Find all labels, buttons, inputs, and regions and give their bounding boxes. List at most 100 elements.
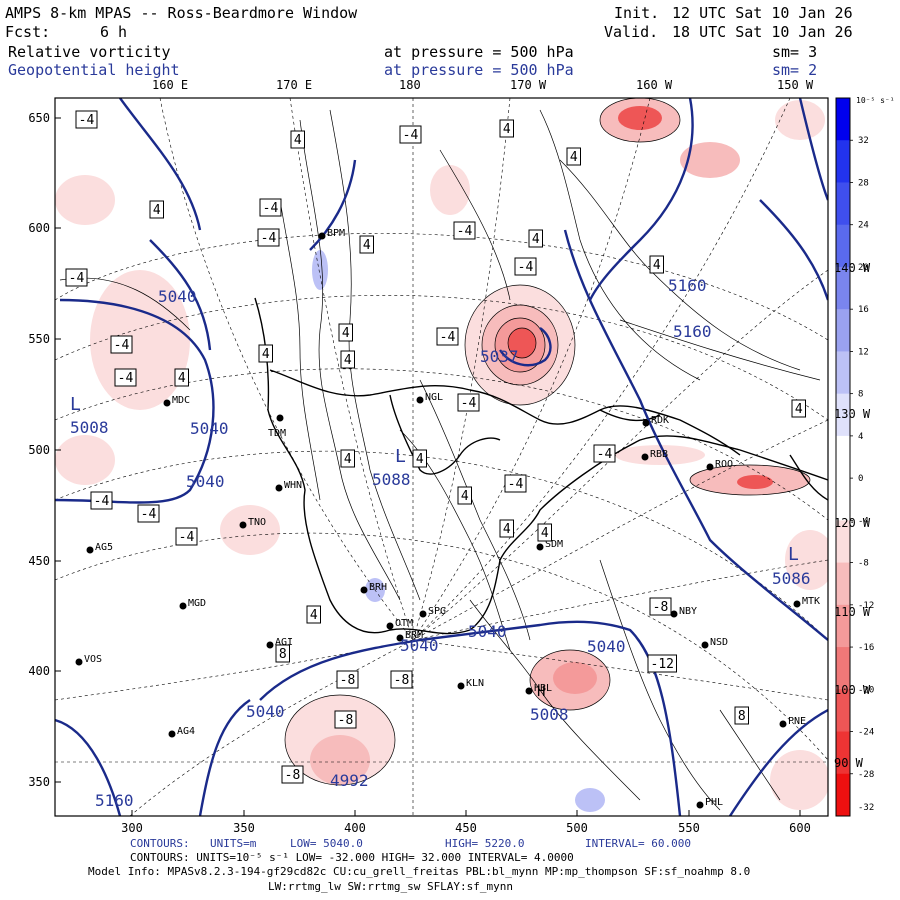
station-label: OTM	[395, 618, 413, 629]
map-title: AMPS 8-km MPAS -- Ross-Beardmore Window	[5, 4, 358, 22]
svg-text:-4: -4	[518, 260, 534, 275]
colorbar-segment	[836, 266, 850, 310]
height-contour-interval: INTERVAL= 60.000	[585, 837, 691, 850]
longitude-label-right: 100 W	[834, 683, 871, 697]
vorticity-label: 4	[537, 523, 552, 542]
vorticity-contour-info: CONTOURS: UNITS=10⁻⁵ s⁻¹ LOW= -32.000 HI…	[130, 851, 574, 864]
colorbar-label: 28	[858, 178, 869, 188]
x-tick-label: 450	[455, 821, 477, 835]
y-tick-label: 350	[28, 775, 50, 789]
height-contours	[55, 98, 828, 816]
colorbar-label: -8	[858, 559, 869, 569]
vorticity-label: 4	[791, 399, 806, 418]
colorbar-label: -16	[858, 643, 874, 653]
x-tick-label: 400	[344, 821, 366, 835]
svg-text:4: 4	[532, 232, 540, 247]
colorbar-label: 24	[858, 221, 869, 231]
station-label: RDK	[651, 415, 669, 426]
svg-text:4: 4	[294, 133, 302, 148]
y-tick-label: 550	[28, 332, 50, 346]
height-label: 5040	[400, 636, 439, 655]
station-label: MDC	[172, 395, 190, 406]
colorbar-label: 12	[858, 347, 869, 357]
vorticity-label: 4	[566, 147, 581, 166]
vorticity-label: 4	[340, 449, 355, 468]
colorbar-segment	[836, 604, 850, 648]
colorbar-label: -24	[858, 728, 874, 738]
station-label: SPG	[428, 606, 446, 617]
vorticity-label: 4	[359, 235, 374, 254]
station-label: AGI	[275, 637, 293, 648]
height-contour-low: LOW= 5040.0	[290, 837, 363, 850]
longitude-label-right: 90 W	[834, 756, 863, 770]
valid-label: Valid.	[604, 23, 659, 41]
coastline	[254, 297, 828, 635]
vorticity-label: -4	[399, 125, 422, 144]
height-contour-high: HIGH= 5220.0	[445, 837, 525, 850]
colorbar-segment	[836, 731, 850, 775]
y-axis: 650 600 550 500 450 400 350	[28, 111, 61, 789]
station-dot	[239, 521, 247, 529]
station-label: ROO	[715, 459, 733, 470]
station-dot	[396, 634, 404, 642]
station-dot	[525, 687, 533, 695]
station-dot	[641, 453, 649, 461]
svg-text:-8: -8	[285, 768, 301, 783]
colorbar-label: -4	[858, 516, 869, 526]
svg-text:4: 4	[795, 402, 803, 417]
longitude-label-top: 160 W	[636, 78, 673, 92]
colorbar-label: 16	[858, 305, 869, 315]
colorbar-segment	[836, 647, 850, 690]
colorbar-label: 4	[858, 432, 863, 442]
svg-text:4: 4	[344, 353, 352, 368]
station-label: NGL	[425, 392, 443, 403]
station-label: PHL	[705, 797, 723, 808]
station-dot	[276, 414, 284, 422]
y-tick-label: 600	[28, 221, 50, 235]
vorticity-label: -4	[514, 257, 537, 276]
height-contour-units: UNITS=m	[210, 837, 257, 850]
vorticity-label: 4	[499, 119, 514, 138]
station-dot	[670, 610, 678, 618]
vorticity-label: -8	[281, 765, 304, 784]
height-label: 5088	[372, 470, 411, 489]
colorbar-segment	[836, 309, 850, 352]
height-label: 5037	[480, 347, 519, 366]
height-contour-labels: 5040 5040 5040 5040 5040 5040 5040 5160 5160 5160…	[70, 276, 811, 810]
vorticity-shading	[55, 98, 828, 812]
station-dot	[416, 396, 424, 404]
station-dot	[275, 484, 283, 492]
svg-text:-4: -4	[141, 507, 157, 522]
low-marker: L	[788, 544, 799, 565]
station-dot	[163, 399, 171, 407]
colorbar: 10⁻⁵ s⁻¹ 32 28 24 20 16 12 8 4 0 -4 -8 -12 -16 -20 -24 -…	[835, 96, 895, 817]
svg-text:8: 8	[279, 647, 287, 662]
vorticity-label: -4	[75, 110, 98, 129]
colorbar-segment	[836, 182, 850, 226]
colorbar-segment	[836, 689, 850, 733]
field2-smoothing: sm= 2	[772, 61, 818, 79]
vorticity-label: 4	[306, 605, 321, 624]
height-label: 5008	[530, 705, 569, 724]
x-tick-label: 600	[789, 821, 811, 835]
svg-text:-4: -4	[403, 128, 419, 143]
colorbar-segment	[836, 435, 850, 479]
field1-smoothing: sm= 3	[772, 43, 818, 61]
vorticity-label: 8	[734, 706, 749, 725]
vorticity-label: -8	[390, 670, 413, 689]
svg-text:4: 4	[363, 238, 371, 253]
svg-text:4: 4	[310, 608, 318, 623]
svg-text:-4: -4	[179, 530, 195, 545]
svg-text:4: 4	[461, 489, 469, 504]
station-dot	[360, 586, 368, 594]
colorbar-label: 8	[858, 390, 863, 400]
station-dot	[701, 641, 709, 649]
high-marker: H	[537, 684, 545, 700]
station-dot	[706, 463, 714, 471]
longitude-label-top: 160 E	[152, 78, 189, 92]
init-time: 12 UTC Sat 10 Jan 26	[672, 4, 853, 22]
station-label: HBL	[534, 683, 552, 694]
x-tick-label: 300	[121, 821, 143, 835]
fcst-label: Fcst:	[5, 23, 51, 41]
vorticity-label: 4	[258, 344, 273, 363]
